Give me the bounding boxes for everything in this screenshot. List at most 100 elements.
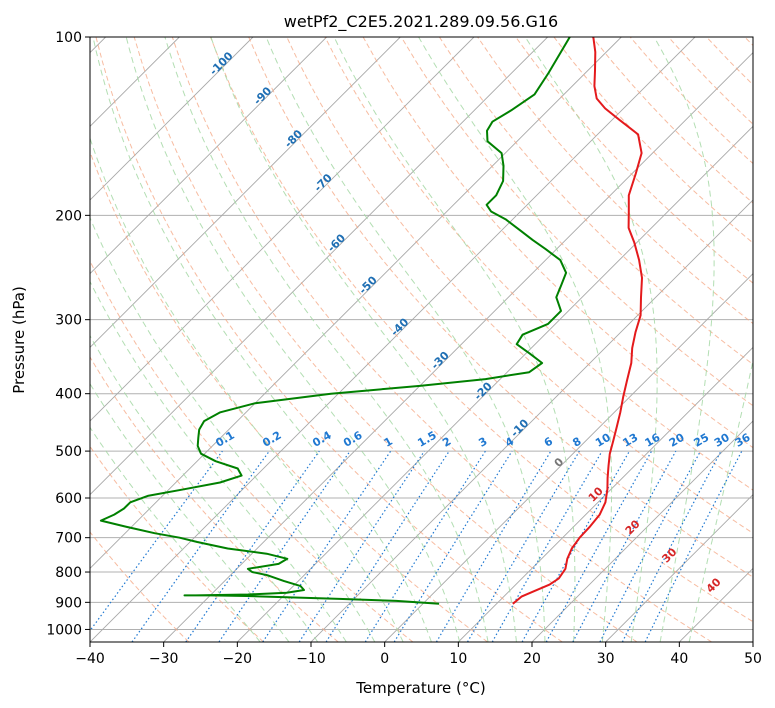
moist-adiabat [524,37,658,642]
y-tick-label: 800 [55,565,82,581]
isotherm-line [458,346,753,642]
moist-adiabat [92,37,432,642]
mixing-ratio-label: 16 [643,431,663,450]
isotherm-line [605,494,753,642]
y-tick-label: 700 [55,531,82,547]
mixing-ratio-line [621,450,722,642]
lcl-label: 10 [586,484,606,504]
mixing-ratio-line [521,450,631,642]
isotherm-line [90,37,401,348]
dry-adiabat [210,37,753,623]
x-tick-label: 30 [597,651,615,667]
isotherm-label: -40 [388,315,411,338]
mixing-ratio-line [393,450,513,642]
moist-adiabat [90,382,290,642]
y-tick-label: 100 [55,30,82,46]
plot-area [90,37,753,642]
chart-title: wetPf2_C2E5.2021.289.09.56.G16 [284,12,558,32]
isotherm-line [531,420,753,642]
moist-adiabat [265,37,546,642]
y-tick-label: 600 [55,491,82,507]
isotherm-line [384,273,753,642]
isotherm-label: -30 [429,349,452,372]
mixing-ratio-line [435,450,552,642]
mixing-ratio-label: 20 [667,431,687,450]
isotherm-line [310,199,753,642]
y-tick-label: 400 [55,387,82,403]
isotherm-line [90,37,327,275]
dry-adiabat [362,37,753,449]
moist-adiabat [418,37,613,642]
isotherm-line [752,641,753,642]
isotherm-label: -70 [312,171,335,194]
y-tick-label: 900 [55,595,82,611]
dewpoint-line [99,37,571,605]
mixing-ratio-line [572,450,677,642]
mixing-ratio-line [298,450,425,642]
mixing-ratio-line [325,450,450,642]
dry-adiabat [744,37,753,47]
isotherm-line [237,125,753,642]
x-tick-label: 0 [380,651,389,667]
dry-adiabat [133,37,638,642]
dry-adiabat [90,150,488,642]
mixing-ratio-line [131,450,270,642]
isotherm-label: -100 [207,49,236,78]
isotherm-label: -80 [282,127,305,150]
dry-adiabat [438,37,753,366]
mixing-ratio-label: 13 [620,431,640,450]
moist-adiabat [210,37,517,642]
x-tick-label: 20 [523,651,541,667]
mixing-ratio-label: 3 [476,435,489,450]
x-tick-label: 50 [744,651,762,667]
y-tick-label: 1000 [46,622,82,638]
plot-lines [99,37,643,605]
dry-adiabat [668,37,753,125]
plot-labels: 0.1 0.2 0.4 0.6 1 1.5 2 3 4 6 8 10 13 16 20 25 30 36-100-… [207,49,753,595]
x-tick-label: −40 [75,651,105,667]
dry-adiabat [477,37,753,325]
x-tick-label: 10 [449,651,467,667]
moist-adiabat [125,37,461,642]
mixing-ratio-label: 0.1 [213,429,236,450]
moist-adiabat [333,37,576,642]
isotherm-line [90,37,254,201]
moist-adiabat [653,37,715,642]
moist-adiabat [90,280,347,642]
x-axis-label: Temperature (°C) [355,679,485,697]
lcl-label: 40 [704,575,724,595]
dry-adiabat [90,445,264,642]
mixing-ratio-line [218,450,351,642]
x-tick-label: 40 [670,651,688,667]
x-tick-label: −10 [296,651,326,667]
x-axis: −40 −30 −20 −10 0 10 20 30 40 50 [75,642,762,667]
mixing-ratio-label: 2 [440,435,453,450]
y-tick-label: 300 [55,313,82,329]
dry-adiabat [90,531,190,642]
mixing-ratio-line [545,450,653,642]
y-axis: 100 200 300 400 500 600 700 800 900 1000 [46,30,90,638]
plot-frame [89,36,754,643]
mixing-ratio-label: 0.4 [310,429,334,450]
moist-adiabat [164,37,489,642]
dry-adiabat [324,37,753,491]
temperature-line [512,37,643,605]
y-tick-label: 500 [55,444,82,460]
mixing-ratio-label: 30 [712,431,732,450]
dry-adiabat [515,37,753,284]
isotherm-line [90,37,548,496]
dry-adiabat [90,356,339,642]
mixing-ratio-line [599,450,702,642]
x-tick-label: −20 [223,651,253,667]
dry-adiabat [248,37,753,578]
isotherm-label: -10 [508,416,531,439]
mixing-ratio-line [90,450,223,632]
mixing-ratio-label: 0.2 [260,429,283,450]
dry-adiabat [171,37,712,642]
mixing-ratio-line [262,450,392,642]
x-tick-label: −30 [149,651,179,667]
moist-adiabat [688,358,753,642]
isotherm-line [163,52,753,642]
isotherm-line [90,37,696,642]
